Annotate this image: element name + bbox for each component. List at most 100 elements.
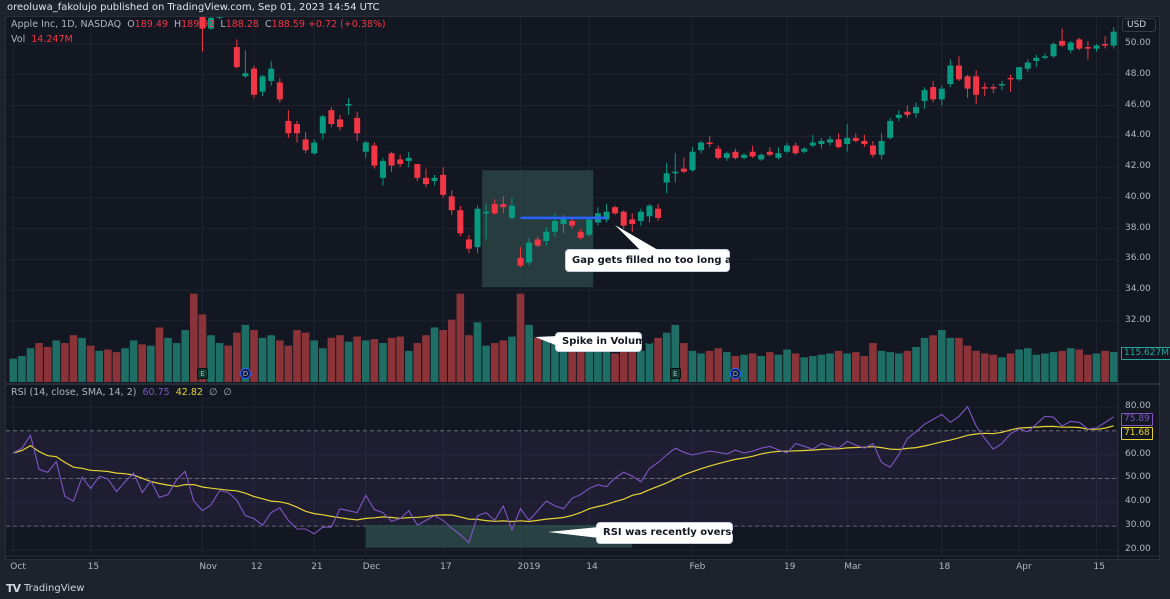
candle[interactable]	[586, 217, 593, 237]
candle[interactable]	[749, 145, 756, 158]
candle[interactable]	[474, 205, 481, 254]
candle[interactable]	[594, 207, 601, 226]
candle[interactable]	[637, 208, 644, 226]
candle[interactable]	[440, 167, 447, 198]
candle[interactable]	[208, 15, 215, 31]
candle[interactable]	[517, 247, 524, 268]
volume-legend[interactable]: Vol 14.247M	[11, 34, 73, 46]
candle[interactable]	[328, 107, 335, 128]
candle[interactable]	[947, 59, 954, 88]
candle[interactable]	[371, 142, 378, 169]
candle[interactable]	[672, 153, 679, 183]
candle[interactable]	[680, 157, 687, 174]
candle[interactable]	[1093, 44, 1100, 52]
candle[interactable]	[852, 133, 859, 143]
candle[interactable]	[826, 136, 834, 146]
candle[interactable]	[216, 0, 223, 20]
candle[interactable]	[758, 153, 765, 161]
candle[interactable]	[938, 85, 945, 106]
candle[interactable]	[422, 168, 429, 188]
candle[interactable]	[990, 84, 997, 94]
candle[interactable]	[225, 4, 231, 16]
candle[interactable]	[844, 124, 851, 152]
candle[interactable]	[698, 140, 705, 154]
candle[interactable]	[1067, 40, 1074, 54]
candle[interactable]	[379, 157, 386, 186]
candle[interactable]	[526, 237, 533, 266]
candle[interactable]	[500, 196, 507, 214]
candle[interactable]	[801, 147, 808, 154]
candle[interactable]	[1050, 42, 1057, 58]
candle[interactable]	[1041, 53, 1048, 60]
dividend-marker-icon[interactable]: D	[729, 368, 741, 379]
candle[interactable]	[577, 228, 584, 240]
candle[interactable]	[792, 142, 799, 155]
candle[interactable]	[457, 205, 464, 237]
candle[interactable]	[973, 70, 980, 105]
candle[interactable]	[259, 74, 266, 97]
candle[interactable]	[723, 151, 730, 161]
candle[interactable]	[663, 162, 670, 194]
candle[interactable]	[895, 110, 902, 121]
candle[interactable]	[887, 117, 894, 140]
candle[interactable]	[1076, 37, 1083, 51]
candle[interactable]	[818, 137, 825, 149]
candle[interactable]	[285, 110, 292, 138]
candle[interactable]	[861, 134, 868, 148]
candle[interactable]	[998, 80, 1005, 91]
candle[interactable]	[878, 133, 885, 160]
candle[interactable]	[603, 204, 610, 223]
dividend-marker-icon[interactable]: D	[239, 368, 251, 379]
candle[interactable]	[276, 77, 283, 103]
candle[interactable]	[242, 50, 249, 78]
currency-button[interactable]: USD	[1122, 18, 1156, 32]
candle[interactable]	[1110, 27, 1117, 49]
candle[interactable]	[912, 102, 919, 118]
candle[interactable]	[405, 151, 412, 168]
candle[interactable]	[809, 134, 816, 148]
candle[interactable]	[483, 204, 490, 240]
tradingview-logo[interactable]: TV TradingView	[6, 582, 84, 595]
candle[interactable]	[362, 140, 369, 158]
gap-filled-callout[interactable]: Gap gets filled no too long after	[565, 249, 753, 272]
candle[interactable]	[431, 174, 438, 186]
candle[interactable]	[715, 145, 722, 160]
candle[interactable]	[775, 147, 782, 160]
candle[interactable]	[655, 204, 662, 221]
candle[interactable]	[345, 97, 352, 115]
candle[interactable]	[165, 0, 171, 1]
candle[interactable]	[981, 82, 988, 97]
candle[interactable]	[448, 190, 455, 215]
candle[interactable]	[354, 111, 361, 141]
candle[interactable]	[1016, 67, 1023, 81]
candle[interactable]	[964, 74, 971, 98]
candle[interactable]	[1007, 74, 1014, 92]
candle[interactable]	[1084, 40, 1091, 60]
candle[interactable]	[732, 148, 739, 160]
candle[interactable]	[1033, 54, 1040, 68]
candle[interactable]	[784, 142, 791, 154]
volume-spike-callout[interactable]: Spike in Volume	[555, 332, 652, 352]
candle[interactable]	[268, 60, 275, 86]
candle[interactable]	[904, 105, 911, 118]
candle[interactable]	[646, 204, 653, 223]
candle[interactable]	[465, 234, 472, 254]
candle[interactable]	[293, 120, 301, 143]
candle[interactable]	[869, 140, 876, 158]
candle[interactable]	[199, 12, 206, 52]
candle[interactable]	[191, 0, 197, 13]
rsi-oversold-callout[interactable]: RSI was recently oversold.	[596, 522, 753, 544]
candle[interactable]	[1024, 59, 1031, 72]
candle[interactable]	[491, 199, 498, 215]
candle[interactable]	[508, 197, 515, 220]
candle[interactable]	[612, 205, 619, 215]
candle[interactable]	[414, 164, 421, 181]
candle[interactable]	[397, 154, 404, 168]
candle[interactable]	[835, 133, 842, 149]
candle[interactable]	[955, 56, 962, 81]
candle[interactable]	[534, 236, 541, 248]
candle[interactable]	[543, 227, 550, 246]
candle[interactable]	[311, 139, 318, 155]
candle[interactable]	[336, 114, 343, 131]
